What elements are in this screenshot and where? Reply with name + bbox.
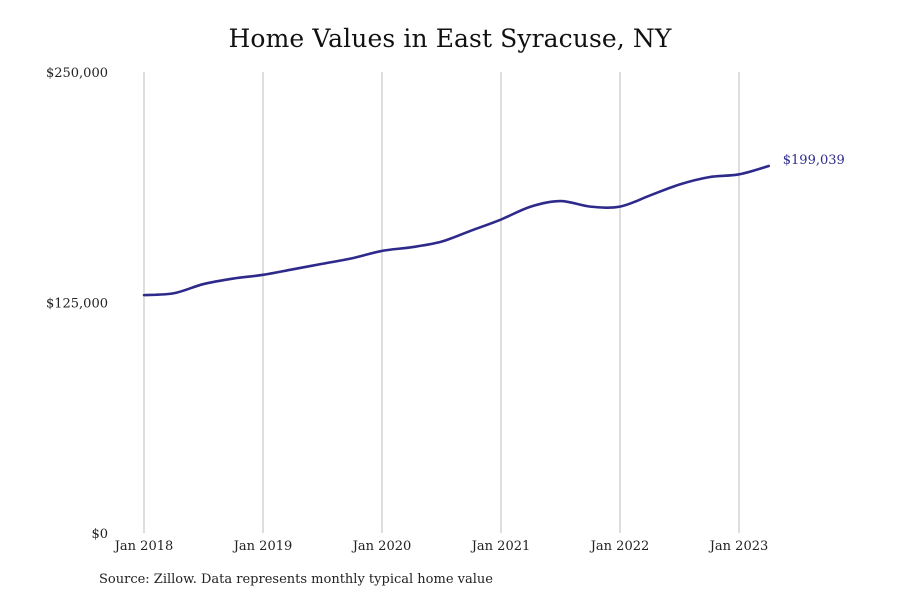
data-point — [321, 263, 323, 265]
y-tick-label: $250,000 — [46, 66, 108, 81]
data-point — [143, 294, 145, 296]
data-point — [678, 183, 680, 185]
series-line — [142, 164, 771, 297]
end-label-layer: $199,039 — [783, 153, 845, 168]
data-point — [708, 176, 710, 178]
x-tick-label: Jan 2023 — [708, 539, 769, 554]
x-tick-label: Jan 2021 — [470, 539, 531, 554]
data-point — [530, 205, 532, 207]
data-point — [440, 240, 442, 242]
data-point — [738, 173, 740, 175]
data-point — [351, 257, 353, 259]
data-point — [559, 200, 561, 202]
data-point — [500, 218, 502, 220]
data-point — [292, 268, 294, 270]
data-point — [649, 194, 651, 196]
x-axis-tick-labels: Jan 2018 Jan 2019 Jan 2020 Jan 2021 Jan 2022… — [113, 539, 769, 554]
data-point — [470, 229, 472, 231]
x-tick-label: Jan 2020 — [351, 539, 412, 554]
chart-title: Home Values in East Syracuse, NY — [228, 24, 672, 53]
gridlines — [143, 72, 740, 533]
x-tick-label: Jan 2019 — [232, 539, 293, 554]
data-point — [381, 250, 383, 252]
y-tick-label: $125,000 — [46, 297, 108, 312]
data-point — [173, 292, 175, 294]
data-point — [232, 277, 234, 279]
series-layer — [142, 164, 771, 297]
end-value-label: $199,039 — [783, 153, 845, 168]
y-axis-tick-labels: $0 $125,000 $250,000 — [46, 66, 108, 542]
y-tick-label: $0 — [91, 527, 108, 542]
data-point — [589, 205, 591, 207]
x-tick-label: Jan 2018 — [113, 539, 174, 554]
x-tick-label: Jan 2022 — [589, 539, 650, 554]
data-point — [619, 205, 621, 207]
data-point — [262, 274, 264, 276]
data-point — [768, 165, 770, 167]
source-note: Source: Zillow. Data represents monthly … — [99, 572, 493, 587]
data-point — [202, 283, 204, 285]
data-point — [411, 246, 413, 248]
